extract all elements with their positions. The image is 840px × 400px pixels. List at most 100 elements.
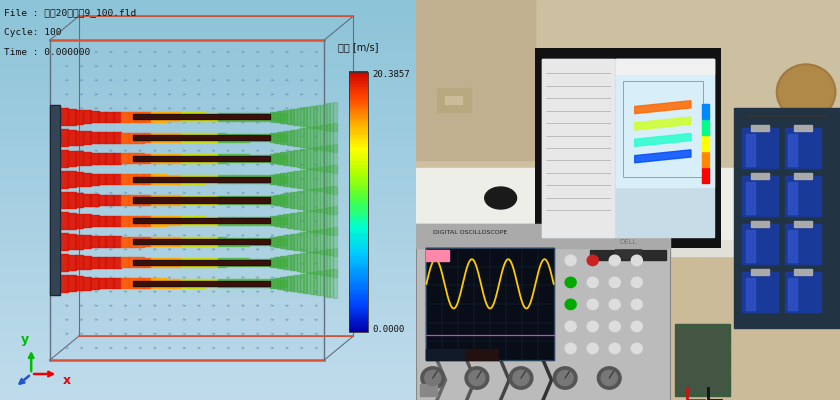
Bar [113, 236, 121, 247]
Bar [135, 195, 144, 205]
Bar [349, 240, 368, 243]
Bar [349, 305, 368, 308]
Circle shape [587, 277, 598, 288]
Bar [113, 257, 121, 268]
Bar [60, 192, 68, 208]
Bar [277, 132, 281, 143]
Bar [349, 136, 368, 139]
Bar [794, 125, 812, 131]
Bar [303, 149, 307, 168]
Bar [76, 255, 83, 270]
Ellipse shape [485, 187, 517, 209]
Bar [264, 113, 271, 120]
Bar [241, 113, 249, 121]
Circle shape [609, 321, 620, 332]
Bar [785, 224, 821, 264]
Bar [256, 238, 264, 246]
Bar [150, 258, 159, 267]
Bar [226, 217, 234, 225]
Bar [752, 173, 769, 179]
Bar [323, 146, 327, 171]
Bar [303, 107, 307, 126]
Bar [256, 175, 264, 183]
Bar [133, 198, 270, 202]
Bar [203, 133, 212, 142]
Bar [416, 224, 670, 248]
Bar [349, 229, 368, 232]
Bar [297, 212, 301, 230]
Circle shape [587, 299, 598, 310]
Bar [752, 269, 769, 275]
Bar [234, 134, 242, 142]
Bar [788, 278, 797, 310]
Bar [83, 173, 91, 186]
Bar [746, 230, 755, 262]
Bar [349, 284, 368, 286]
Bar [277, 236, 281, 247]
Bar [135, 216, 144, 226]
Bar [349, 290, 368, 293]
Bar [133, 135, 270, 140]
Bar [316, 147, 320, 170]
Bar [249, 279, 256, 287]
Bar [68, 109, 76, 124]
Bar [319, 188, 323, 212]
Bar [50, 105, 60, 295]
Bar [60, 275, 68, 292]
Bar [293, 192, 297, 208]
Bar [196, 279, 204, 288]
Bar [274, 237, 277, 246]
Bar [143, 133, 151, 142]
Bar [349, 197, 368, 200]
Bar [226, 258, 234, 266]
Bar [211, 154, 219, 163]
Bar [349, 266, 368, 269]
Bar [256, 154, 264, 162]
Bar [420, 384, 437, 396]
Bar [307, 211, 310, 231]
Bar [98, 216, 106, 226]
Bar [218, 113, 227, 121]
Bar [349, 73, 368, 76]
Bar [133, 135, 270, 140]
Bar [264, 176, 271, 183]
Bar [120, 153, 129, 164]
Bar [234, 154, 242, 162]
Bar [349, 260, 368, 263]
Bar [349, 72, 368, 332]
Bar [249, 196, 256, 204]
Bar [310, 148, 313, 169]
Bar [349, 82, 368, 85]
Bar [120, 236, 129, 247]
Bar [326, 228, 330, 255]
Bar [98, 257, 106, 268]
Bar [264, 238, 271, 245]
Bar [143, 278, 151, 288]
Bar [120, 195, 129, 205]
Bar [349, 234, 368, 237]
Bar [120, 257, 129, 268]
Bar [133, 176, 270, 182]
Bar [150, 216, 159, 226]
Circle shape [609, 255, 620, 266]
Bar [333, 269, 337, 298]
Bar [303, 128, 307, 147]
Bar [349, 106, 368, 109]
Bar [91, 236, 98, 247]
Bar [113, 278, 121, 288]
Bar [617, 59, 714, 187]
Bar [427, 248, 554, 360]
Bar [211, 279, 219, 288]
Bar [113, 216, 121, 226]
Bar [290, 151, 294, 166]
Bar [280, 277, 284, 289]
Bar [279, 155, 286, 162]
Bar [349, 316, 368, 319]
Bar [349, 88, 368, 92]
Bar [270, 154, 274, 163]
Circle shape [469, 370, 485, 386]
Bar [241, 196, 249, 204]
Bar [218, 175, 227, 183]
Circle shape [557, 370, 573, 386]
Bar [437, 88, 471, 112]
